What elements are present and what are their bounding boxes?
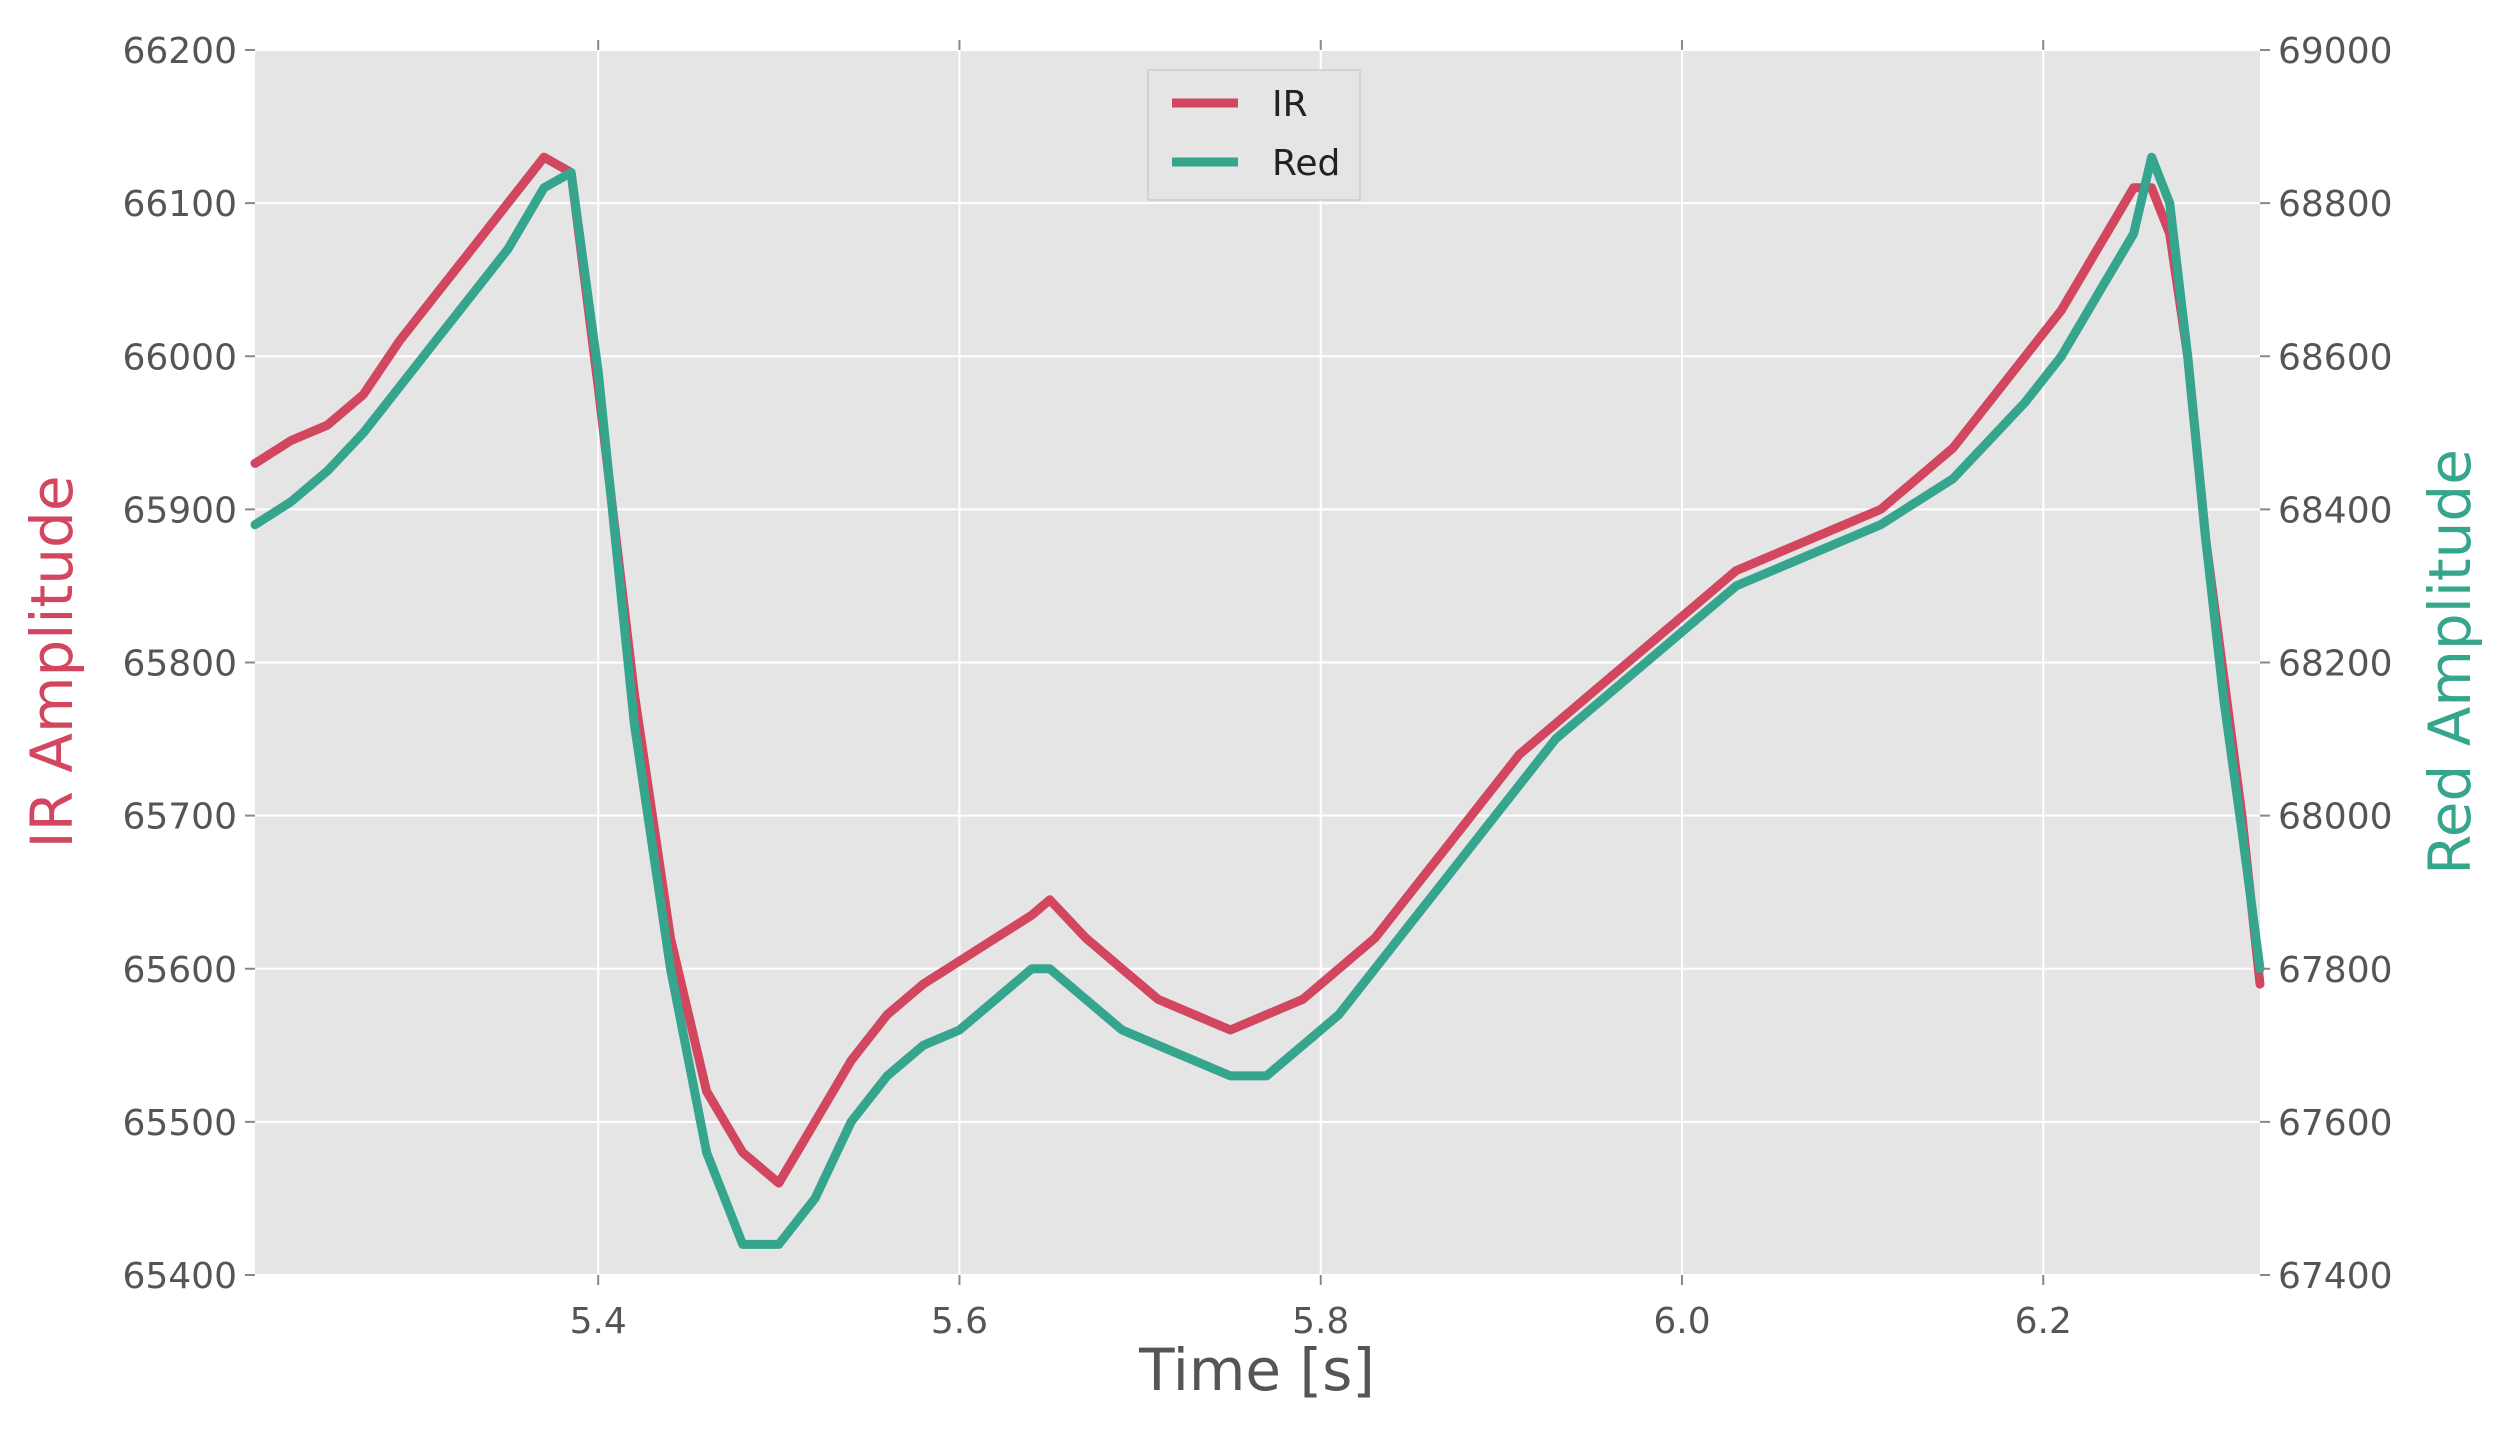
- right-y-tick-label: 68600: [2278, 337, 2393, 378]
- axis-ticks: 5.4 5.6 5.8 6.0 6.2 65400 65500 65600 65700 65800…: [122, 31, 2392, 1342]
- x-axis-title: Time [s]: [1138, 1336, 1375, 1404]
- x-tick-label: 5.6: [931, 1301, 988, 1342]
- right-y-tick-label: 68200: [2278, 644, 2393, 685]
- left-y-tick-label: 65500: [122, 1103, 237, 1144]
- left-y-tick-label: 66000: [122, 337, 237, 378]
- left-y-axis-title: IR Amplitude: [18, 475, 86, 848]
- right-y-tick-label: 68400: [2278, 490, 2393, 531]
- right-y-tick-label: 67400: [2278, 1256, 2393, 1297]
- left-y-tick-label: 65400: [122, 1256, 237, 1297]
- right-y-axis-title: Red Amplitude: [2416, 449, 2484, 875]
- grid-lines: [255, 49, 2260, 1276]
- right-y-tick-label: 68800: [2278, 184, 2393, 225]
- right-y-tick-label: 68000: [2278, 797, 2393, 838]
- series-line-red: [250, 152, 2265, 1249]
- x-tick-label: 6.0: [1653, 1301, 1710, 1342]
- legend-box: [1147, 69, 1361, 201]
- left-y-tick-label: 66100: [122, 184, 237, 225]
- left-y-tick-label: 65700: [122, 797, 237, 838]
- left-y-tick-label: 66200: [122, 31, 237, 72]
- right-y-tick-label: 69000: [2278, 31, 2393, 72]
- legend-label-ir: IR: [1272, 84, 1308, 125]
- right-y-tick-label: 67800: [2278, 950, 2393, 991]
- right-y-tick-label: 67600: [2278, 1103, 2393, 1144]
- left-y-tick-label: 65800: [122, 644, 237, 685]
- x-tick-label: 5.8: [1292, 1301, 1349, 1342]
- legend-label-red: Red: [1272, 143, 1340, 184]
- x-tick-label: 5.4: [570, 1301, 627, 1342]
- left-y-tick-label: 65600: [122, 950, 237, 991]
- left-y-tick-label: 65900: [122, 490, 237, 531]
- legend: IR Red: [1147, 69, 1361, 201]
- series-layer: [250, 152, 2265, 1249]
- x-tick-label: 6.2: [2015, 1301, 2072, 1342]
